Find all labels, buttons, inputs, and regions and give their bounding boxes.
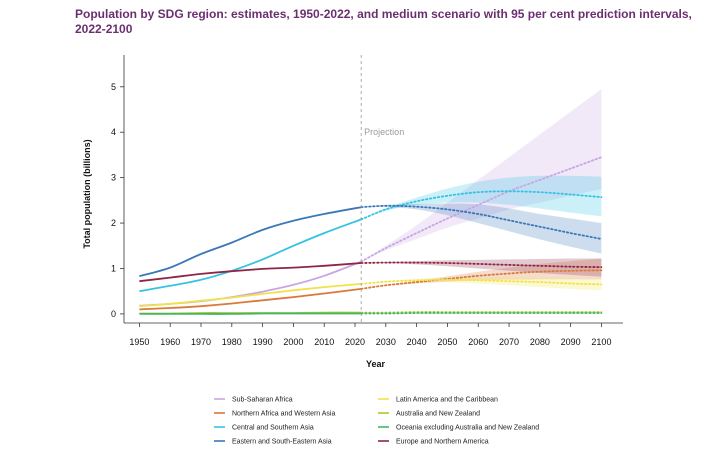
y-tick-label: 4 bbox=[111, 127, 116, 137]
x-tick-label: 1990 bbox=[253, 337, 273, 347]
x-tick-label: 2070 bbox=[499, 337, 519, 347]
y-axis-label: Total population (billions) bbox=[82, 139, 92, 248]
series-lines bbox=[139, 156, 603, 315]
x-tick-label: 2080 bbox=[530, 337, 550, 347]
latin-america-and-the-caribbean-estimate-line bbox=[139, 283, 362, 308]
y-tick-label: 3 bbox=[111, 173, 116, 183]
legend-label: Oceania excluding Australia and New Zeal… bbox=[396, 425, 539, 432]
europe-and-northern-america-estimate-line bbox=[139, 262, 362, 283]
legend-label: Europe and Northern America bbox=[396, 439, 489, 446]
legend-item-australia-and-new-zealand: Australia and New Zealand bbox=[378, 411, 480, 418]
projection-label: Projection bbox=[364, 127, 404, 137]
legend-item-sub-saharan-africa: Sub-Saharan Africa bbox=[214, 397, 293, 404]
legend-item-oceania-excluding-australia-and-new-zealand: Oceania excluding Australia and New Zeal… bbox=[378, 425, 539, 432]
chart-title: Population by SDG region: estimates, 195… bbox=[75, 7, 692, 36]
eastern-and-south-eastern-asia-projection-line bbox=[360, 204, 603, 240]
legend-item-europe-and-northern-america: Europe and Northern America bbox=[378, 439, 489, 446]
sub-saharan-africa-projection-line bbox=[360, 156, 603, 263]
legend: Sub-Saharan Africa Northern Africa and We… bbox=[214, 397, 539, 446]
eastern-and-south-eastern-asia-interval-band bbox=[361, 203, 602, 254]
x-tick-label: 2100 bbox=[591, 337, 611, 347]
x-tick-label: 2060 bbox=[468, 337, 488, 347]
x-tick-label: 2090 bbox=[561, 337, 581, 347]
x-tick-label: 2030 bbox=[376, 337, 396, 347]
sub-saharan-africa-interval-band bbox=[361, 89, 602, 262]
y-tick-label: 0 bbox=[111, 309, 116, 319]
x-tick-label: 1950 bbox=[129, 337, 149, 347]
x-axis-label: Year bbox=[366, 359, 386, 369]
oceania-excluding-australia-and-new-zealand-projection-line bbox=[360, 312, 603, 315]
legend-label: Latin America and the Caribbean bbox=[396, 397, 498, 404]
y-tick-label: 1 bbox=[111, 263, 116, 273]
legend-item-central-and-southern-asia: Central and Southern Asia bbox=[214, 425, 314, 432]
central-and-southern-asia-projection-line bbox=[360, 190, 603, 221]
northern-africa-and-western-asia-projection-line bbox=[360, 269, 603, 290]
x-tick-label: 1970 bbox=[191, 337, 211, 347]
axes: 0 1 2 3 4 5 1950 1960 1970 1980 1990 2000 2010 2020 20… bbox=[82, 55, 623, 369]
x-tick-label: 2020 bbox=[345, 337, 365, 347]
x-tick-label: 1960 bbox=[160, 337, 180, 347]
legend-label: Northern Africa and Western Asia bbox=[232, 411, 335, 418]
central-and-southern-asia-estimate-line bbox=[139, 218, 362, 293]
legend-label: Central and Southern Asia bbox=[232, 425, 314, 432]
legend-item-latin-america-and-the-caribbean: Latin America and the Caribbean bbox=[378, 397, 498, 404]
y-tick-label: 5 bbox=[111, 82, 116, 92]
legend-label: Sub-Saharan Africa bbox=[232, 397, 293, 404]
central-and-southern-asia-interval-band bbox=[361, 175, 602, 220]
legend-item-eastern-and-south-eastern-asia: Eastern and South-Eastern Asia bbox=[214, 439, 332, 446]
sub-saharan-africa-estimate-line bbox=[139, 260, 362, 307]
legend-label: Australia and New Zealand bbox=[396, 411, 480, 418]
latin-america-and-the-caribbean-projection-line bbox=[360, 278, 603, 286]
x-tick-label: 1980 bbox=[222, 337, 242, 347]
x-tick-label: 2010 bbox=[314, 337, 334, 347]
x-tick-label: 2050 bbox=[437, 337, 457, 347]
eastern-and-south-eastern-asia-estimate-line bbox=[139, 206, 362, 278]
legend-item-northern-africa-and-western-asia: Northern Africa and Western Asia bbox=[214, 411, 335, 418]
northern-africa-and-western-asia-estimate-line bbox=[139, 288, 362, 311]
y-tick-label: 2 bbox=[111, 218, 116, 228]
x-tick-label: 2000 bbox=[283, 337, 303, 347]
legend-label: Eastern and South-Eastern Asia bbox=[232, 439, 332, 446]
europe-and-northern-america-projection-line bbox=[360, 261, 603, 268]
x-tick-label: 2040 bbox=[407, 337, 427, 347]
